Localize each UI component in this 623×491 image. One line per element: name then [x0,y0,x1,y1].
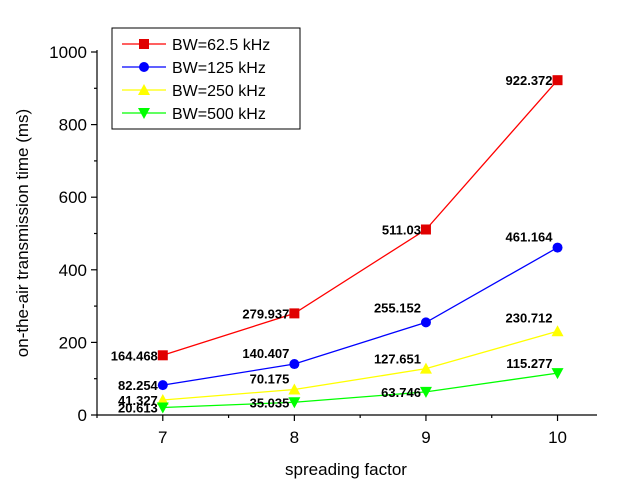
series-line [162,79,559,356]
legend-label: BW=62.5 kHz [172,37,270,54]
data-label: 82.254 [118,378,159,393]
series-2 [157,242,563,391]
x-tick-label: 9 [421,428,430,447]
data-point [139,62,149,72]
data-label: 63.746 [381,385,421,400]
data-point [420,317,431,328]
y-tick-label: 800 [59,116,87,135]
y-tick-label: 400 [59,261,87,280]
data-label: 140.407 [242,346,289,361]
data-point [419,386,432,398]
series-line [162,330,558,401]
data-label: 230.712 [506,310,553,325]
x-tick-label: 10 [548,428,567,447]
data-point [157,350,168,361]
x-tick-label: 8 [290,428,299,447]
data-label: 70.175 [250,372,290,387]
y-tick-label: 1000 [49,43,87,62]
legend-label: BW=250 kHz [172,83,266,100]
series-1 [157,75,563,361]
data-label: 922.372 [506,73,553,88]
legend-label: BW=125 kHz [172,60,266,77]
data-label: 115.277 [506,356,552,371]
x-tick-label: 7 [158,428,167,447]
data-point [420,224,431,235]
data-point [289,359,300,370]
data-point [138,84,150,95]
data-point [139,39,149,49]
series-line [162,247,558,386]
y-tick-label: 0 [78,406,87,425]
data-labels: 164.468 279.937 511.03 922.372 82.254 140.407… [111,73,553,415]
data-point [552,75,563,86]
data-point [419,362,432,374]
data-point [288,397,301,409]
legend-label: BW=500 kHz [172,106,266,123]
series-layer [156,75,564,414]
x-axis-title: spreading factor [285,460,407,479]
data-label: 279.937 [242,306,289,321]
data-point [551,368,564,380]
data-point [552,242,563,253]
data-point [156,393,169,405]
data-point [289,308,300,319]
series-line [162,372,558,409]
series-3 [156,325,564,405]
series-4 [156,368,564,414]
y-axis-title: on-the-air transmission time (ms) [13,109,32,357]
data-label: 461.164 [506,230,554,245]
data-point [157,380,168,391]
data-label: 41.327 [118,393,158,408]
data-label: 20.613 [118,401,158,416]
data-label: 511.03 [382,222,421,237]
data-label: 164.468 [111,348,158,363]
y-tick-label: 600 [59,188,87,207]
legend: BW=62.5 kHz BW=125 kHz BW=250 kHz BW=500 kH… [111,27,301,130]
data-point [156,402,169,414]
y-tick-label: 200 [59,333,87,352]
data-point [551,325,564,337]
axes: 0 200 400 600 800 1000 7 8 9 10 [49,43,597,447]
data-point [288,383,301,395]
data-label: 35.035 [250,395,290,410]
data-label: 255.152 [374,300,421,315]
data-point [138,108,150,119]
data-label: 127.651 [374,352,421,367]
